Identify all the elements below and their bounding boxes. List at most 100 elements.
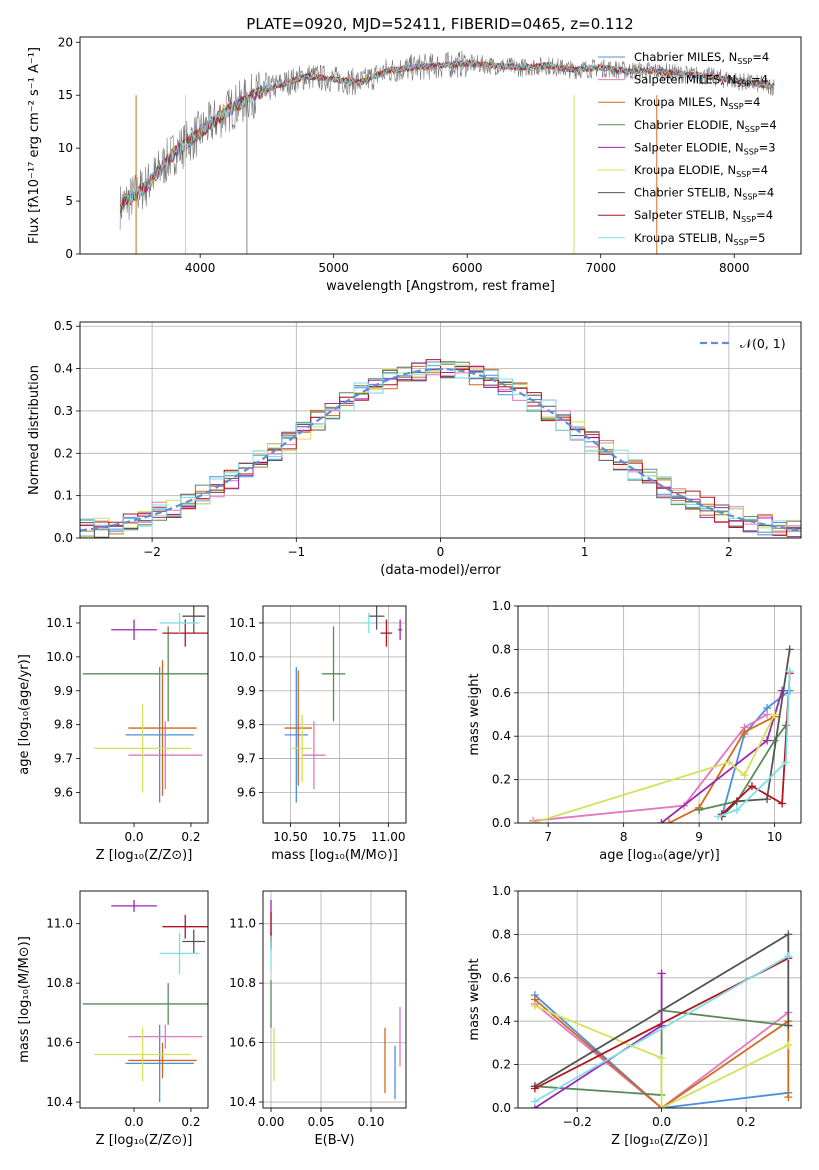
y-tick-label: 10.0 [229, 650, 256, 664]
axes-frame [262, 890, 407, 1109]
weight-marker [725, 758, 734, 767]
axes-frame [79, 605, 209, 824]
age-vs-mass-axes [259, 606, 406, 827]
legend-label: Chabrier STELIB, NSSP=4 [634, 186, 774, 202]
x-tick-label: −2 [143, 545, 161, 559]
x-tick-label: 6000 [452, 261, 483, 275]
weight-vs-age-lines [529, 645, 794, 823]
y-tick-label: 9.8 [54, 718, 73, 732]
x-axis-label: (data-model)/error [380, 563, 501, 578]
legend-label: Chabrier MILES, NSSP=4 [634, 50, 769, 66]
y-tick-label: 1.0 [492, 599, 511, 613]
y-tick-label: 0.8 [492, 927, 511, 941]
y-tick-label: 0.4 [492, 729, 511, 743]
axes-frame [79, 321, 802, 539]
x-tick-label: 0.05 [308, 1115, 335, 1129]
y-tick-label: 0 [65, 247, 73, 261]
weight-marker [785, 667, 794, 676]
x-tick-label: 7 [544, 830, 552, 844]
weight-marker [747, 782, 756, 791]
weight-marker [530, 1097, 539, 1106]
weight-marker [713, 812, 722, 821]
x-tick-label: 0.0 [124, 1115, 143, 1129]
legend-label: Salpeter STELIB, NSSP=4 [634, 208, 773, 224]
figure-title: PLATE=0920, MJD=52411, FIBERID=0465, z=0… [246, 15, 633, 33]
legend-label: Chabrier ELODIE, NSSP=4 [634, 118, 777, 134]
weight-line-3 [534, 1009, 789, 1096]
legend-subscript: SSP [742, 193, 757, 202]
weight-marker [784, 952, 793, 961]
weight-marker [657, 1104, 666, 1108]
y-tick-label: 0.1 [54, 489, 73, 503]
y-tick-label: 0.2 [54, 446, 73, 460]
weight-marker [778, 686, 787, 695]
weight-line-3 [698, 724, 787, 811]
legend-nssp: =5 [749, 231, 766, 245]
legend-subscript: SSP [745, 125, 760, 134]
x-tick-label: 8 [620, 830, 628, 844]
y-axis-label: Normed distribution [27, 365, 42, 495]
weight-marker [763, 710, 772, 719]
y-tick-label: 0.0 [492, 816, 511, 830]
weight-marker [530, 1002, 539, 1011]
weight-line-1 [534, 1003, 789, 1108]
x-tick-label: 4000 [185, 261, 216, 275]
legend-nssp: =4 [756, 208, 773, 222]
axes-frame [79, 36, 802, 255]
y-tick-label: 0.3 [54, 404, 73, 418]
y-tick-label: 5 [65, 194, 73, 208]
weight-marker [740, 771, 749, 780]
weight-marker [763, 736, 772, 745]
x-tick-label: 0.2 [737, 1115, 756, 1129]
y-tick-label: 10.4 [229, 1095, 256, 1109]
x-tick-label: 7000 [585, 261, 616, 275]
weight-marker [784, 1021, 793, 1030]
y-axis-label: mass [log₁₀(M/M⊙)] [17, 936, 32, 1063]
model-spectrum-8 [119, 59, 775, 210]
x-tick-label: 0.2 [181, 830, 200, 844]
y-tick-label: 0.5 [54, 319, 73, 333]
mass-vs-Z-axes [76, 923, 192, 1112]
weight-marker [657, 819, 666, 823]
y-tick-label: 9.9 [237, 684, 256, 698]
y-tick-label: 9.7 [237, 752, 256, 766]
y-tick-label: 11.0 [46, 917, 73, 931]
x-tick-label: 0.0 [652, 1115, 671, 1129]
x-tick-label: 0.00 [258, 1115, 285, 1129]
legend-nssp: =4 [757, 186, 774, 200]
x-axis-label: age [log₁₀(age/yr)] [599, 848, 720, 863]
x-tick-label: 5000 [318, 261, 349, 275]
weight-line-8 [717, 671, 791, 818]
legend-label: 𝒩(0, 1) [740, 336, 786, 351]
y-tick-label: 9.6 [54, 785, 73, 799]
legend-subscript: SSP [734, 238, 749, 247]
y-tick-label: 10.6 [229, 1036, 256, 1050]
weight-marker [530, 1084, 539, 1093]
y-tick-label: 9.6 [237, 785, 256, 799]
y-tick-label: 10 [58, 141, 73, 155]
x-axis-label: mass [log₁₀(M/M⊙)] [271, 848, 398, 863]
y-tick-label: 9.9 [54, 684, 73, 698]
x-tick-label: 0.0 [124, 830, 143, 844]
legend-label: Kroupa ELODIE, NSSP=4 [634, 163, 768, 179]
weight-marker [763, 795, 772, 804]
y-tick-label: 10.8 [229, 976, 256, 990]
x-tick-label: 10.75 [322, 830, 356, 844]
y-tick-label: 10.1 [229, 616, 256, 630]
weight-marker [664, 819, 673, 823]
weight-line-0 [534, 994, 789, 1108]
legend-subscript: SSP [736, 170, 751, 179]
y-axis-label: Flux [fλ10⁻¹⁷ erg cm⁻² s⁻¹ A⁻¹] [27, 47, 42, 244]
axes-frame [79, 890, 209, 1109]
y-axis-label: mass weight [467, 673, 482, 755]
legend-subscript: SSP [741, 215, 756, 224]
legend-nssp: =4 [752, 50, 769, 64]
spectrum-lines [119, 50, 775, 254]
y-tick-label: 0.8 [492, 642, 511, 656]
mass-vs-EBV-points [270, 899, 401, 1100]
x-axis-label: Z [log₁₀(Z/Z⊙)] [96, 848, 193, 863]
weight-line-5 [534, 1005, 789, 1108]
weight-marker [657, 1054, 666, 1063]
